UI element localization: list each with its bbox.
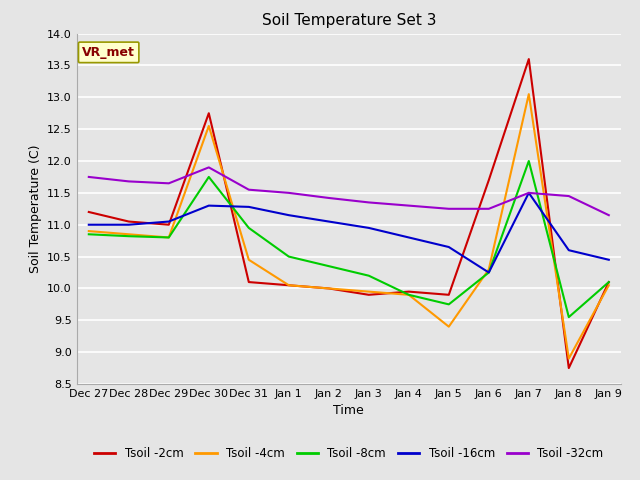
Title: Soil Temperature Set 3: Soil Temperature Set 3 xyxy=(262,13,436,28)
Tsoil -4cm xyxy=(85,228,93,234)
Tsoil -8cm xyxy=(285,254,292,260)
Tsoil -8cm xyxy=(525,158,532,164)
Line: Tsoil -32cm: Tsoil -32cm xyxy=(89,168,609,215)
Tsoil -32cm xyxy=(525,190,532,196)
Tsoil -2cm xyxy=(605,279,612,285)
Line: Tsoil -2cm: Tsoil -2cm xyxy=(89,59,609,368)
Tsoil -32cm xyxy=(85,174,93,180)
Y-axis label: Soil Temperature (C): Soil Temperature (C) xyxy=(29,144,42,273)
Tsoil -8cm xyxy=(325,263,333,269)
Tsoil -2cm xyxy=(565,365,573,371)
Tsoil -16cm xyxy=(325,219,333,225)
Tsoil -32cm xyxy=(485,206,493,212)
Tsoil -8cm xyxy=(405,292,413,298)
Tsoil -2cm xyxy=(125,219,132,225)
Tsoil -8cm xyxy=(85,231,93,237)
Tsoil -4cm xyxy=(405,292,413,298)
Tsoil -16cm xyxy=(165,219,173,225)
Tsoil -4cm xyxy=(525,91,532,97)
Tsoil -32cm xyxy=(325,195,333,201)
Tsoil -16cm xyxy=(565,247,573,253)
Tsoil -8cm xyxy=(205,174,212,180)
Tsoil -4cm xyxy=(605,282,612,288)
Tsoil -4cm xyxy=(365,289,372,295)
Tsoil -4cm xyxy=(125,231,132,237)
Tsoil -2cm xyxy=(285,282,292,288)
X-axis label: Time: Time xyxy=(333,405,364,418)
Tsoil -32cm xyxy=(285,190,292,196)
Tsoil -8cm xyxy=(365,273,372,278)
Tsoil -16cm xyxy=(245,204,253,210)
Tsoil -4cm xyxy=(205,123,212,129)
Tsoil -16cm xyxy=(525,190,532,196)
Tsoil -16cm xyxy=(405,235,413,240)
Tsoil -8cm xyxy=(445,301,452,307)
Tsoil -8cm xyxy=(605,279,612,285)
Tsoil -16cm xyxy=(285,212,292,218)
Line: Tsoil -4cm: Tsoil -4cm xyxy=(89,94,609,359)
Tsoil -16cm xyxy=(445,244,452,250)
Tsoil -4cm xyxy=(285,282,292,288)
Tsoil -32cm xyxy=(405,203,413,208)
Tsoil -4cm xyxy=(445,324,452,330)
Tsoil -2cm xyxy=(245,279,253,285)
Tsoil -2cm xyxy=(205,110,212,116)
Tsoil -32cm xyxy=(205,165,212,170)
Line: Tsoil -16cm: Tsoil -16cm xyxy=(89,193,609,273)
Tsoil -2cm xyxy=(485,177,493,183)
Tsoil -16cm xyxy=(205,203,212,208)
Tsoil -8cm xyxy=(565,314,573,320)
Tsoil -2cm xyxy=(445,292,452,298)
Tsoil -8cm xyxy=(485,270,493,276)
Text: VR_met: VR_met xyxy=(82,46,135,59)
Tsoil -32cm xyxy=(365,200,372,205)
Tsoil -4cm xyxy=(325,286,333,291)
Tsoil -2cm xyxy=(325,286,333,291)
Tsoil -2cm xyxy=(365,292,372,298)
Tsoil -16cm xyxy=(365,225,372,231)
Tsoil -32cm xyxy=(565,193,573,199)
Tsoil -2cm xyxy=(525,56,532,62)
Tsoil -8cm xyxy=(125,233,132,239)
Tsoil -4cm xyxy=(485,266,493,272)
Tsoil -8cm xyxy=(245,225,253,231)
Tsoil -16cm xyxy=(125,222,132,228)
Tsoil -16cm xyxy=(85,222,93,228)
Tsoil -4cm xyxy=(565,356,573,361)
Tsoil -4cm xyxy=(245,257,253,263)
Tsoil -32cm xyxy=(165,180,173,186)
Tsoil -32cm xyxy=(245,187,253,192)
Tsoil -2cm xyxy=(85,209,93,215)
Tsoil -32cm xyxy=(605,212,612,218)
Line: Tsoil -8cm: Tsoil -8cm xyxy=(89,161,609,317)
Tsoil -2cm xyxy=(165,222,173,228)
Tsoil -32cm xyxy=(445,206,452,212)
Tsoil -8cm xyxy=(165,235,173,240)
Tsoil -2cm xyxy=(405,289,413,295)
Tsoil -16cm xyxy=(485,270,493,276)
Tsoil -32cm xyxy=(125,179,132,184)
Tsoil -4cm xyxy=(165,235,173,240)
Legend: Tsoil -2cm, Tsoil -4cm, Tsoil -8cm, Tsoil -16cm, Tsoil -32cm: Tsoil -2cm, Tsoil -4cm, Tsoil -8cm, Tsoi… xyxy=(90,443,608,465)
Tsoil -16cm xyxy=(605,257,612,263)
